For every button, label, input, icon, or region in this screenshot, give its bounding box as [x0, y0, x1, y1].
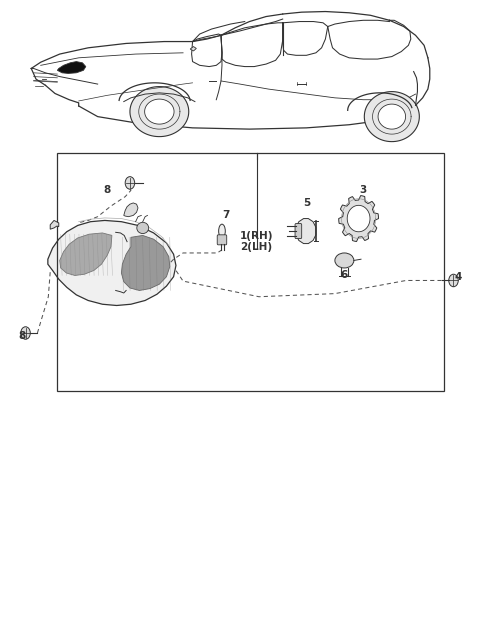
- Polygon shape: [190, 47, 196, 51]
- Polygon shape: [124, 203, 138, 216]
- Polygon shape: [130, 86, 189, 137]
- Polygon shape: [121, 235, 170, 290]
- Text: 4: 4: [455, 272, 462, 281]
- Circle shape: [21, 327, 30, 339]
- Text: 6: 6: [341, 270, 348, 280]
- Bar: [57, 153, 444, 391]
- Polygon shape: [60, 233, 112, 276]
- Text: 1(RH)
2(LH): 1(RH) 2(LH): [240, 231, 273, 252]
- Polygon shape: [50, 220, 59, 229]
- Text: 5: 5: [303, 198, 310, 208]
- FancyBboxPatch shape: [217, 235, 227, 245]
- Polygon shape: [347, 205, 370, 232]
- Polygon shape: [378, 104, 406, 129]
- Text: 3: 3: [360, 186, 367, 196]
- Polygon shape: [364, 91, 420, 141]
- Polygon shape: [339, 196, 379, 242]
- Circle shape: [125, 177, 135, 189]
- Ellipse shape: [335, 253, 354, 268]
- Polygon shape: [144, 99, 174, 124]
- Text: 8: 8: [104, 186, 111, 196]
- Ellipse shape: [137, 222, 149, 233]
- Polygon shape: [296, 218, 316, 244]
- FancyBboxPatch shape: [295, 223, 301, 239]
- Ellipse shape: [219, 224, 225, 238]
- Circle shape: [449, 274, 458, 286]
- Text: 7: 7: [222, 210, 229, 220]
- Text: 8: 8: [18, 331, 25, 341]
- Polygon shape: [48, 220, 176, 305]
- Polygon shape: [57, 62, 86, 73]
